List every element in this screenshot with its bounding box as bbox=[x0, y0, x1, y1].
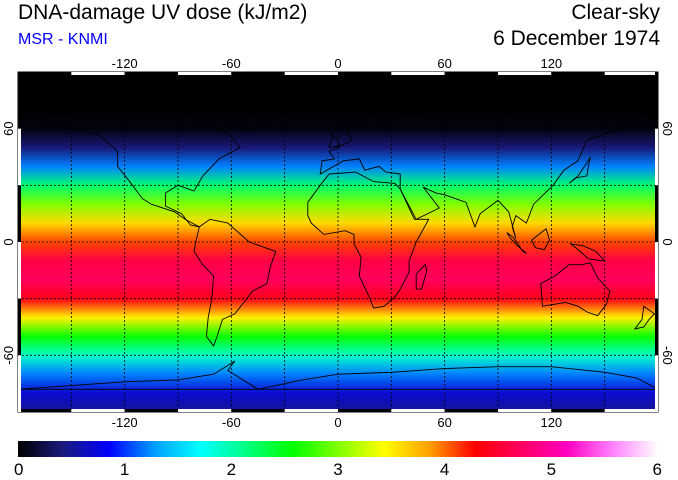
frame-bar-top bbox=[338, 72, 392, 75]
coastline-south-america bbox=[193, 218, 277, 347]
date-label: 6 December 1974 bbox=[493, 27, 660, 50]
colorbar-labels: 0 1 2 3 4 5 6 bbox=[14, 460, 662, 479]
frame-bar-top bbox=[71, 72, 125, 75]
frame-bar-right bbox=[655, 355, 658, 412]
frame-bar-top bbox=[444, 72, 498, 75]
coastline-japan bbox=[568, 156, 591, 184]
frame-bar-top bbox=[498, 72, 552, 75]
lon-label-top: -120 bbox=[112, 56, 138, 71]
frame-bar-top bbox=[178, 72, 232, 75]
lat-label-right: 0 bbox=[660, 238, 675, 245]
frame-bar-top bbox=[231, 72, 285, 75]
colorbar-tick-label: 0 bbox=[14, 460, 23, 479]
frame-bar-left bbox=[18, 242, 21, 299]
frame-bar-bottom bbox=[391, 409, 445, 412]
frame-bar-bottom bbox=[124, 409, 178, 412]
frame-bar-left bbox=[18, 128, 21, 186]
frame-bar-left bbox=[18, 355, 21, 412]
frame-bar-bottom bbox=[178, 409, 232, 412]
frame-bar-right bbox=[655, 242, 658, 299]
coastlines bbox=[18, 84, 658, 390]
colorbar-tick-label: 5 bbox=[547, 460, 556, 479]
frame-bar-right bbox=[655, 298, 658, 356]
frame-bar-top bbox=[391, 72, 445, 75]
coastline-australia bbox=[540, 262, 611, 317]
lon-label-top: 60 bbox=[437, 56, 451, 71]
frame-bar-bottom bbox=[18, 409, 72, 412]
frame-bar-top bbox=[124, 72, 178, 75]
frame-bar-left bbox=[18, 185, 21, 242]
sky-condition-label: Clear-sky bbox=[571, 1, 660, 24]
frame-bar-left bbox=[18, 298, 21, 356]
lat-label-right: 60 bbox=[660, 121, 675, 135]
colorbar-tick-label: 2 bbox=[227, 460, 236, 479]
frame-bar-bottom bbox=[231, 409, 285, 412]
frame-bar-top bbox=[284, 72, 338, 75]
frame-bar-top bbox=[18, 72, 72, 75]
lon-label-top: 120 bbox=[540, 56, 562, 71]
lon-label-bottom: -60 bbox=[222, 415, 241, 430]
axis-tick-labels: -120 -120 -60 -60 0 0 60 60 120 120 60 60 0 0 -60 -60 bbox=[1, 56, 675, 430]
frame-bar-right bbox=[655, 72, 658, 129]
colorbar-tick-label: 1 bbox=[120, 460, 129, 479]
lon-label-bottom: 120 bbox=[540, 415, 562, 430]
coastline-north-america bbox=[38, 105, 241, 228]
frame-bar-top bbox=[551, 72, 605, 75]
frame-bar-bottom bbox=[71, 409, 125, 412]
coastline-antarctica bbox=[18, 360, 658, 390]
lon-label-bottom: 0 bbox=[334, 415, 341, 430]
lon-label-top: -60 bbox=[222, 56, 241, 71]
colorbar-tick-label: 4 bbox=[440, 460, 449, 479]
coastline-madagascar bbox=[415, 263, 428, 290]
coastline-eurasia bbox=[319, 97, 656, 239]
coastline-greenland bbox=[212, 84, 303, 130]
frame-bar-left bbox=[18, 72, 21, 129]
colorbar-tick-label: 6 bbox=[653, 460, 662, 479]
lat-label-left: -60 bbox=[1, 346, 16, 365]
lat-label-left: 0 bbox=[1, 238, 16, 245]
frame-bar-bottom bbox=[338, 409, 392, 412]
coastline-uk bbox=[328, 132, 341, 149]
frame-bar-right bbox=[655, 185, 658, 242]
frame-bar-bottom bbox=[551, 409, 605, 412]
lon-label-top: 0 bbox=[334, 56, 341, 71]
frame-bar-bottom bbox=[284, 409, 338, 412]
source-label: MSR - KNMI bbox=[18, 31, 108, 48]
map-title: DNA-damage UV dose (kJ/m2) bbox=[18, 1, 308, 24]
coastline-new-zealand bbox=[633, 305, 656, 330]
frame-scale-bars bbox=[18, 72, 658, 412]
frame-bar-top bbox=[604, 72, 658, 75]
lon-label-bottom: -120 bbox=[112, 415, 138, 430]
frame-bar-bottom bbox=[604, 409, 658, 412]
frame-bar-right bbox=[655, 128, 658, 186]
lon-label-bottom: 60 bbox=[437, 415, 451, 430]
lat-label-left: 60 bbox=[1, 121, 16, 135]
frame-bar-bottom bbox=[444, 409, 498, 412]
coastline-africa bbox=[307, 171, 430, 309]
lat-label-right: -60 bbox=[660, 346, 675, 365]
colorbar-tick-label: 3 bbox=[333, 460, 342, 479]
map-field bbox=[18, 72, 658, 412]
coastline-sumatra bbox=[506, 232, 527, 254]
colorbar bbox=[18, 441, 658, 457]
coastline-borneo bbox=[531, 228, 551, 251]
graticule bbox=[18, 72, 658, 412]
frame-bar-bottom bbox=[498, 409, 552, 412]
